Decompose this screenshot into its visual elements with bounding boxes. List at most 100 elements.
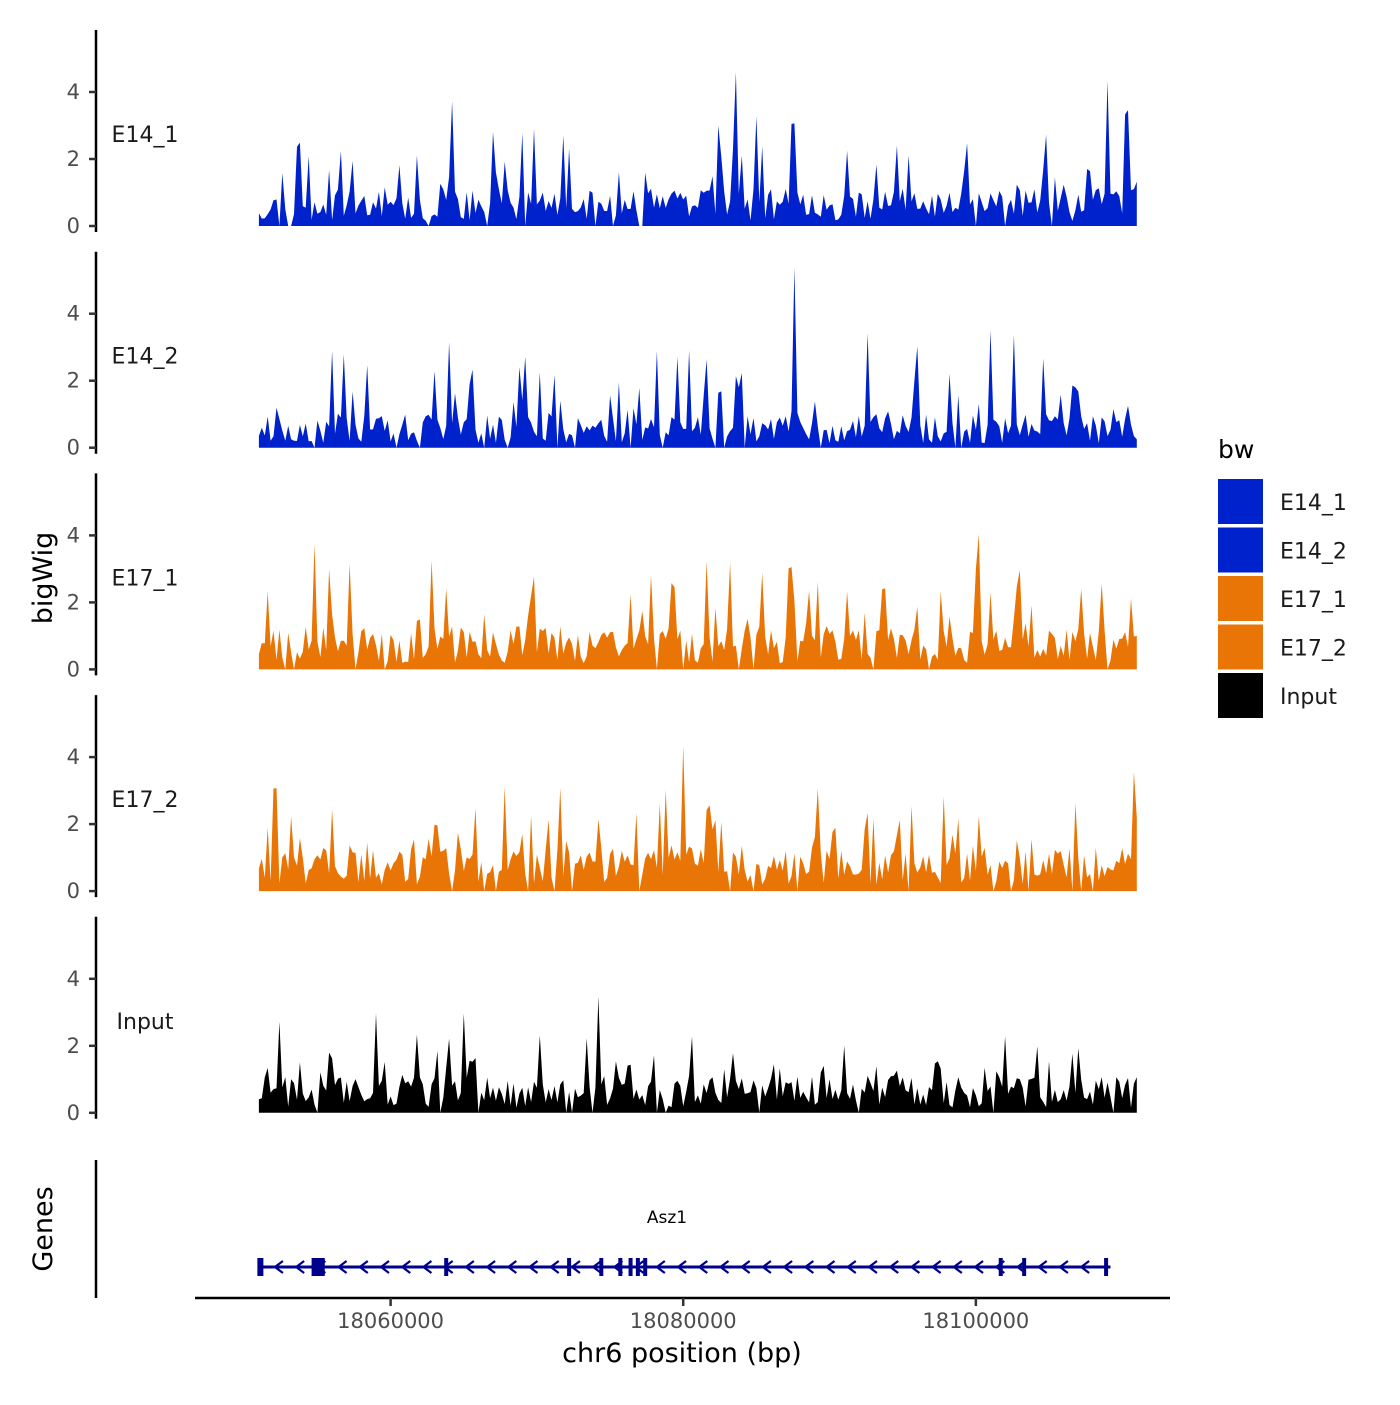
strand-arrow [973, 1260, 984, 1274]
x-tick-label: 18080000 [630, 1309, 737, 1333]
gene-coding-block [311, 1258, 325, 1276]
genes-track-title: Genes [28, 1186, 59, 1271]
gene-exon [618, 1258, 623, 1276]
strand-arrow [930, 1260, 942, 1274]
coverage-area-e17-1 [258, 534, 1137, 670]
y-tick-label: 0 [67, 657, 80, 681]
gene-model [257, 1258, 1111, 1276]
strand-arrow [357, 1260, 369, 1274]
gene-exon [628, 1258, 633, 1276]
strand-arrow [464, 1260, 475, 1274]
strand-arrow [273, 1260, 284, 1274]
x-tick-label: 18060000 [337, 1309, 444, 1333]
strand-arrow [1036, 1260, 1048, 1274]
gene-label: Asz1 [647, 1208, 687, 1228]
strand-arrow [570, 1260, 581, 1274]
y-tick-label: 4 [67, 80, 80, 104]
coverage-area-e17-2 [258, 745, 1137, 892]
strand-arrow [782, 1260, 793, 1274]
gene-exon [998, 1258, 1003, 1276]
strand-arrow [633, 1260, 645, 1274]
legend-items: E14_1 E14_2 E17_1 E17_2 Input [1218, 479, 1347, 718]
legend-swatch [1218, 527, 1263, 573]
x-ticks: 18060000 18080000 18100000 [337, 1298, 1029, 1333]
track-e14-2: 0 2 4 E14_2 [67, 251, 1137, 460]
strand-arrow [697, 1260, 708, 1274]
strand-arrow [294, 1260, 305, 1274]
strand-arrow [888, 1260, 899, 1274]
strand-arrow [485, 1260, 496, 1274]
legend-label: E17_1 [1280, 588, 1347, 613]
track-e17-1: 0 2 4 E17_1 [67, 473, 1137, 681]
y-tick-label: 2 [67, 812, 80, 836]
strand-arrow [718, 1260, 730, 1274]
legend-swatch [1218, 673, 1263, 718]
strand-arrow [527, 1260, 539, 1274]
gene-exon [643, 1258, 648, 1276]
strand-arrow [909, 1260, 921, 1274]
y-axis-title: bigWig [28, 532, 59, 625]
legend-swatch [1218, 479, 1263, 524]
strand-arrow [761, 1260, 772, 1274]
legend: bw E14_1 E14_2 E17_1 E17_2 Input [1218, 435, 1347, 718]
genes-track: Genes Asz1 [28, 1160, 1111, 1298]
legend-label: E17_2 [1280, 637, 1347, 662]
track-input: 0 2 4 Input [67, 916, 1137, 1125]
legend-title: bw [1218, 435, 1254, 464]
gene-exon [1104, 1258, 1109, 1276]
track-label: E17_1 [112, 566, 179, 591]
track-label: E17_2 [112, 788, 179, 813]
y-tick-label: 2 [67, 369, 80, 393]
y-tick-label: 0 [67, 1101, 80, 1125]
coverage-area-e14-1 [258, 72, 1137, 226]
y-tick-label: 0 [67, 879, 80, 903]
legend-swatch [1218, 576, 1263, 621]
y-tick-label: 4 [67, 302, 80, 326]
legend-label: Input [1280, 685, 1337, 710]
coverage-area-input [258, 996, 1137, 1113]
gene-exon [444, 1258, 449, 1276]
x-axis-title: chr6 position (bp) [562, 1338, 802, 1369]
y-tick-label: 4 [67, 967, 80, 991]
strand-arrow [845, 1260, 857, 1274]
strand-arrow [421, 1260, 433, 1274]
tracks-group: 0 2 4 E14_1 0 2 4 E14_2 0 2 4 E17_1 0 2 4 E17_2 0 2 4 Input [67, 30, 1137, 1125]
strand-arrow [803, 1260, 814, 1274]
strand-arrow [824, 1260, 836, 1274]
strand-arrow [1058, 1260, 1069, 1274]
strand-arrow [739, 1260, 751, 1274]
y-tick-label: 4 [67, 523, 80, 547]
strand-arrow [400, 1260, 411, 1274]
strand-arrow [952, 1260, 963, 1274]
gene-exon [635, 1258, 640, 1276]
legend-swatch [1218, 624, 1263, 670]
strand-arrow [336, 1260, 348, 1274]
strand-arrow [506, 1260, 517, 1274]
legend-label: E14_1 [1280, 491, 1347, 516]
track-e14-1: 0 2 4 E14_1 [67, 30, 1137, 238]
y-tick-label: 2 [67, 147, 80, 171]
track-label: Input [117, 1010, 174, 1035]
track-label: E14_1 [112, 123, 179, 148]
track-label: E14_2 [112, 345, 179, 370]
track-e17-2: 0 2 4 E17_2 [67, 695, 1137, 903]
strand-arrow [1079, 1260, 1090, 1274]
coverage-area-e14-2 [258, 267, 1137, 448]
strand-arrow [591, 1260, 602, 1274]
gene-exon [1022, 1258, 1027, 1276]
y-tick-label: 4 [67, 745, 80, 769]
gene-exon [599, 1258, 604, 1276]
y-tick-label: 0 [67, 436, 80, 460]
y-tick-label: 0 [67, 214, 80, 238]
y-tick-label: 2 [67, 1034, 80, 1058]
gene-terminal-exon [257, 1258, 264, 1276]
strand-arrow [654, 1260, 666, 1274]
strand-arrow [548, 1260, 560, 1274]
strand-arrow [867, 1260, 878, 1274]
strand-arrow [676, 1260, 687, 1274]
x-axis: 18060000 18080000 18100000 chr6 position (… [195, 1296, 1170, 1369]
legend-label: E14_2 [1280, 540, 1347, 565]
y-tick-label: 2 [67, 590, 80, 614]
